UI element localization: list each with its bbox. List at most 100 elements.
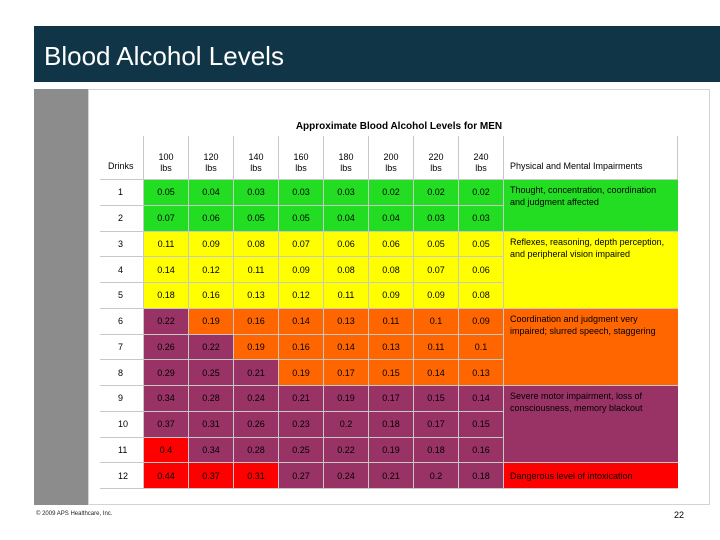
bac-value-cell: 0.12: [189, 257, 234, 283]
bac-value-cell: 0.15: [459, 411, 504, 438]
drinks-cell: 11: [100, 437, 144, 464]
bac-value-cell: 0.1: [414, 308, 459, 335]
bac-value-cell: 0.17: [324, 360, 369, 386]
header-weight: 220 lbs: [414, 136, 459, 180]
bac-value-cell: 0.09: [459, 308, 504, 335]
bac-value-cell: 0.22: [189, 334, 234, 361]
bac-value-cell: 0.21: [279, 386, 324, 412]
bac-value-cell: 0.18: [459, 463, 504, 489]
left-sidebar-bar: [34, 89, 88, 505]
bac-value-cell: 0.15: [369, 360, 414, 386]
bac-value-cell: 0.37: [144, 411, 189, 438]
bac-value-cell: 0.07: [144, 205, 189, 232]
bac-value-cell: 0.11: [144, 231, 189, 258]
bac-value-cell: 0.13: [459, 360, 504, 386]
bac-value-cell: 0.18: [144, 283, 189, 309]
bac-value-cell: 0.09: [369, 283, 414, 309]
bac-value-cell: 0.04: [324, 205, 369, 232]
impairment-description: Thought, concentration, coordination and…: [504, 180, 678, 232]
header-weight: 160 lbs: [279, 136, 324, 180]
bac-value-cell: 0.06: [189, 205, 234, 232]
impairment-description: Dangerous level of intoxication: [504, 463, 678, 489]
bac-value-cell: 0.08: [234, 231, 279, 258]
bac-value-cell: 0.22: [144, 308, 189, 335]
bac-value-cell: 0.44: [144, 463, 189, 489]
header-drinks: Drinks: [100, 136, 144, 180]
bac-value-cell: 0.16: [189, 283, 234, 309]
drinks-cell: 10: [100, 411, 144, 438]
bac-value-cell: 0.09: [414, 283, 459, 309]
bac-value-cell: 0.19: [324, 386, 369, 412]
bac-value-cell: 0.19: [369, 437, 414, 464]
drinks-cell: 5: [100, 283, 144, 309]
bac-value-cell: 0.14: [144, 257, 189, 283]
bac-value-cell: 0.07: [414, 257, 459, 283]
bac-value-cell: 0.07: [279, 231, 324, 258]
drinks-cell: 6: [100, 308, 144, 335]
slide-title: Blood Alcohol Levels: [44, 41, 284, 71]
bac-value-cell: 0.08: [324, 257, 369, 283]
bac-value-cell: 0.25: [189, 360, 234, 386]
bac-value-cell: 0.31: [189, 411, 234, 438]
bac-value-cell: 0.28: [189, 386, 234, 412]
bac-value-cell: 0.16: [459, 437, 504, 464]
bac-value-cell: 0.06: [459, 257, 504, 283]
bac-value-cell: 0.06: [324, 231, 369, 258]
bac-value-cell: 0.04: [369, 205, 414, 232]
bac-value-cell: 0.08: [369, 257, 414, 283]
bac-value-cell: 0.02: [414, 180, 459, 206]
bac-value-cell: 0.23: [279, 411, 324, 438]
drinks-cell: 3: [100, 231, 144, 258]
bac-value-cell: 0.14: [459, 386, 504, 412]
bac-value-cell: 0.15: [414, 386, 459, 412]
bac-table: Drinks 100 lbs 120 lbs 140 lbs 160 lbs 180 lb…: [100, 136, 678, 489]
bac-value-cell: 0.2: [414, 463, 459, 489]
bac-value-cell: 0.08: [459, 283, 504, 309]
bac-value-cell: 0.17: [414, 411, 459, 438]
bac-value-cell: 0.05: [414, 231, 459, 258]
bac-value-cell: 0.11: [414, 334, 459, 361]
bac-value-cell: 0.02: [459, 180, 504, 206]
bac-value-cell: 0.13: [369, 334, 414, 361]
header-weight: 200 lbs: [369, 136, 414, 180]
bac-value-cell: 0.02: [369, 180, 414, 206]
bac-value-cell: 0.19: [234, 334, 279, 361]
header-weight: 120 lbs: [189, 136, 234, 180]
drinks-cell: 7: [100, 334, 144, 361]
bac-value-cell: 0.11: [369, 308, 414, 335]
header-weight: 240 lbs: [459, 136, 504, 180]
impairment-description: Reflexes, reasoning, depth perception, a…: [504, 231, 678, 309]
drinks-cell: 2: [100, 205, 144, 232]
impairment-description: Coordination and judgment very impaired;…: [504, 308, 678, 386]
bac-value-cell: 0.37: [189, 463, 234, 489]
impairment-description: Severe motor impairment, loss of conscio…: [504, 386, 678, 464]
bac-value-cell: 0.24: [324, 463, 369, 489]
bac-value-cell: 0.18: [414, 437, 459, 464]
drinks-cell: 4: [100, 257, 144, 283]
bac-value-cell: 0.19: [189, 308, 234, 335]
bac-value-cell: 0.26: [144, 334, 189, 361]
bac-value-cell: 0.28: [234, 437, 279, 464]
bac-value-cell: 0.05: [234, 205, 279, 232]
bac-value-cell: 0.16: [234, 308, 279, 335]
bac-value-cell: 0.2: [324, 411, 369, 438]
bac-value-cell: 0.09: [189, 231, 234, 258]
table-title: Approximate Blood Alcohol Levels for MEN: [295, 121, 503, 132]
bac-value-cell: 0.26: [234, 411, 279, 438]
bac-value-cell: 0.14: [279, 308, 324, 335]
bac-value-cell: 0.03: [279, 180, 324, 206]
header-weight: 140 lbs: [234, 136, 279, 180]
bac-value-cell: 0.11: [324, 283, 369, 309]
bac-value-cell: 0.19: [279, 360, 324, 386]
bac-value-cell: 0.34: [189, 437, 234, 464]
page-number: 22: [674, 510, 685, 520]
bac-value-cell: 0.16: [279, 334, 324, 361]
header-weight: 180 lbs: [324, 136, 369, 180]
content-frame: [88, 89, 710, 505]
bac-value-cell: 0.12: [279, 283, 324, 309]
bac-value-cell: 0.1: [459, 334, 504, 361]
drinks-cell: 1: [100, 180, 144, 206]
bac-value-cell: 0.21: [369, 463, 414, 489]
drinks-cell: 8: [100, 360, 144, 386]
bac-value-cell: 0.13: [234, 283, 279, 309]
